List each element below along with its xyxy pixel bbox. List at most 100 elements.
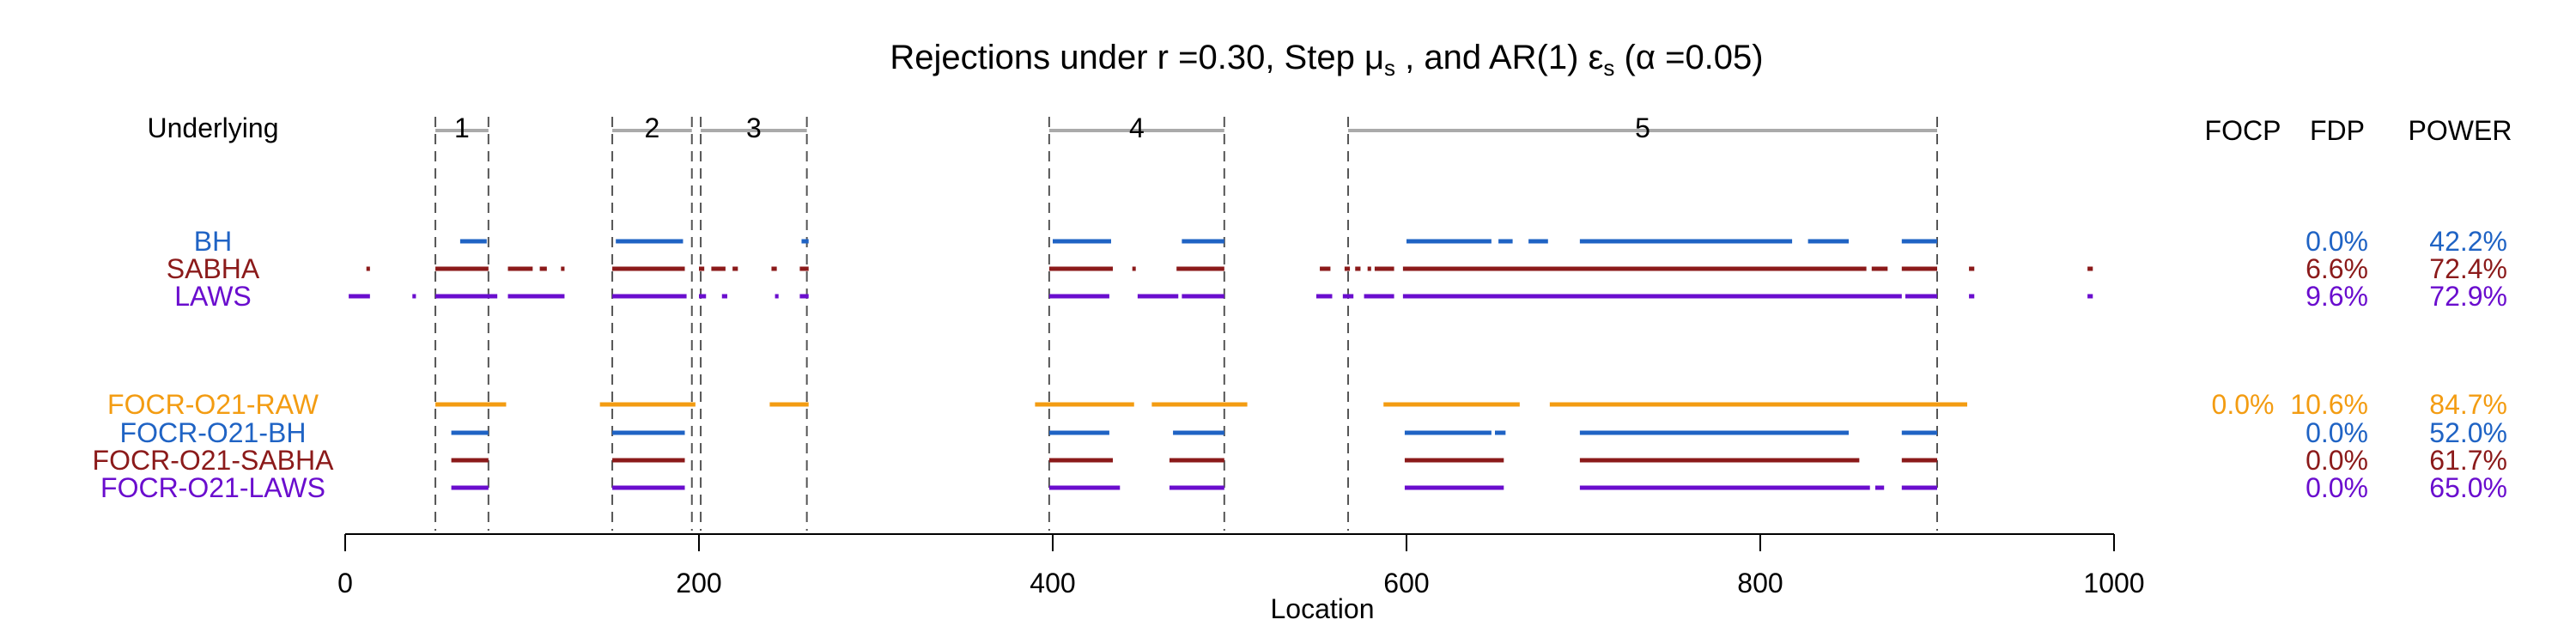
rejections-bh [459, 239, 1937, 244]
rejection-interval [612, 266, 685, 271]
rejection-interval [1355, 266, 1361, 271]
rejection-interval [1807, 239, 1849, 244]
rejection-interval [699, 294, 707, 299]
rejection-interval [1342, 294, 1354, 299]
rejection-interval [435, 402, 507, 407]
rejection-interval [1901, 458, 1937, 463]
rejection-interval [1048, 430, 1109, 435]
rejection-interval [1498, 239, 1513, 244]
rejection-interval [732, 266, 738, 271]
x-tick-label: 0 [337, 568, 353, 598]
power-value-focr-o21-sabha: 61.7% [2429, 445, 2507, 476]
rejection-interval [1344, 266, 1351, 271]
rejection-interval [1383, 402, 1520, 407]
rejection-interval [1137, 294, 1179, 299]
rejection-interval [1969, 266, 1975, 271]
rejection-interval [699, 266, 705, 271]
rejection-interval [616, 239, 683, 244]
rejection-interval [1579, 485, 1870, 490]
rejection-interval [1969, 294, 1975, 299]
rejection-interval [435, 294, 498, 299]
rejection-interval [801, 239, 809, 244]
title-mu-sub: s [1384, 55, 1395, 81]
rejection-interval [1549, 402, 1968, 407]
fdp-value-focr-o21-raw: 10.6% [2290, 389, 2368, 420]
rejection-interval [451, 458, 489, 463]
rejection-interval [799, 294, 809, 299]
focp-header: FOCP [2205, 115, 2281, 146]
rejection-interval [451, 430, 489, 435]
rejection-interval [435, 266, 489, 271]
rejection-interval [1901, 266, 1937, 271]
fdp-value-sabha: 6.6% [2306, 253, 2368, 284]
underlying-segment-label-1: 1 [454, 112, 470, 143]
fdp-value-focr-o21-laws: 0.0% [2306, 472, 2368, 503]
rejection-interval [799, 266, 809, 271]
rejections-focr-o21-sabha [451, 458, 1937, 463]
method-label-focr-o21-laws: FOCR-O21-LAWS [100, 472, 325, 503]
x-tick-label: 200 [676, 568, 721, 598]
title-suffix: (α =0.05) [1614, 39, 1763, 76]
rejection-interval [1528, 239, 1548, 244]
rejection-interval [1579, 458, 1860, 463]
title-eps-sub: s [1603, 55, 1614, 81]
rejections-focr-o21-laws [451, 485, 1937, 490]
method-label-laws: LAWS [174, 281, 252, 312]
rejection-interval [1048, 485, 1121, 490]
underlying-segment-label-5: 5 [1635, 112, 1650, 143]
fdp-value-bh: 0.0% [2306, 226, 2368, 257]
rejection-interval [1402, 266, 1867, 271]
rejection-interval [1053, 239, 1111, 244]
rejection-interval [1583, 239, 1793, 244]
rejection-interval [539, 266, 547, 271]
chart-title: Rejections under r =0.30, Step μs , and … [890, 39, 1763, 81]
rejection-interval [1901, 239, 1937, 244]
rejection-interval [507, 294, 565, 299]
rejection-interval [1315, 294, 1333, 299]
rejection-interval [1374, 266, 1394, 271]
underlying-segment-label-2: 2 [645, 112, 660, 143]
rejection-interval [711, 266, 726, 271]
title-eps: ε [1589, 39, 1604, 76]
fdp-header: FDP [2310, 115, 2365, 146]
rejection-interval [1169, 458, 1224, 463]
rejection-interval [412, 294, 416, 299]
rejection-interval [1048, 458, 1114, 463]
focp-value-focr-o21-raw: 0.0% [2212, 389, 2275, 420]
title-mu: μ [1364, 39, 1384, 76]
rejection-interval [1905, 294, 1937, 299]
rejection-interval [459, 239, 487, 244]
rejection-interval [1364, 294, 1394, 299]
rejection-interval [612, 294, 687, 299]
rejection-interval [1173, 430, 1224, 435]
rejection-interval [775, 294, 779, 299]
rejection-interval [1579, 430, 1849, 435]
rejection-interval [2087, 266, 2093, 271]
x-tick-label: 600 [1383, 568, 1429, 598]
rejection-interval [1579, 239, 1583, 244]
rejection-interval [1048, 294, 1109, 299]
rejection-interval [612, 430, 685, 435]
rejection-interval [1169, 485, 1224, 490]
power-value-focr-o21-raw: 84.7% [2429, 389, 2507, 420]
rejections-laws [349, 294, 2093, 299]
x-tick-label: 1000 [2083, 568, 2144, 598]
rejection-interval [507, 266, 533, 271]
underlying-label: Underlying [148, 112, 279, 143]
rejection-interval [1495, 430, 1506, 435]
underlying-segment-label-3: 3 [746, 112, 762, 143]
underlying-layer: Underlying 1 2 3 4 5 [148, 112, 1937, 143]
rejection-interval [1404, 430, 1492, 435]
power-header: POWER [2409, 115, 2512, 146]
rejection-interval [612, 458, 685, 463]
method-label-bh: BH [194, 226, 232, 257]
rejection-interval [2087, 294, 2093, 299]
fdp-value-laws: 9.6% [2306, 281, 2368, 312]
x-tick-label: 400 [1030, 568, 1075, 598]
power-value-focr-o21-laws: 65.0% [2429, 472, 2507, 503]
rejection-interval [769, 402, 809, 407]
method-label-focr-o21-raw: FOCR-O21-RAW [107, 389, 319, 420]
x-tick-label: 800 [1737, 568, 1783, 598]
rejection-interval [1320, 266, 1331, 271]
